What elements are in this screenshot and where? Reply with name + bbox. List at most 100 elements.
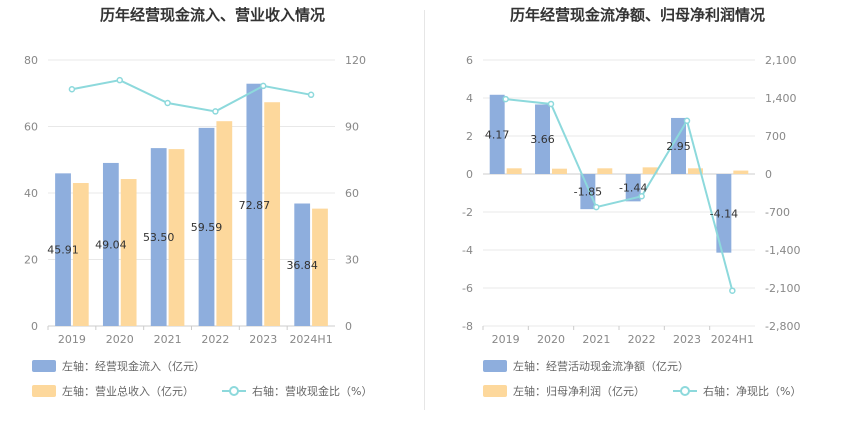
y-tick-label-right: 30 [345,254,359,267]
y-tick-label-left: 0 [31,320,38,333]
y-tick-label-left: -6 [462,282,473,295]
legend-item[interactable]: 左轴：归母净利润（亿元） [483,383,645,399]
line-point [502,95,509,103]
bar [552,168,567,174]
x-tick-label: 2022 [201,333,229,346]
bar [733,170,749,174]
legend-line-icon [673,385,697,397]
data-label: 45.91 [47,244,79,257]
bar [625,174,641,202]
line-point [260,82,267,90]
bar [264,102,281,326]
bar [535,104,550,174]
bar [312,208,328,326]
chart-title: 历年经营现金流入、营业收入情况 [99,6,325,24]
line-point [212,108,219,115]
line-point [164,99,171,107]
line-point [683,117,691,125]
chart-svg-left: 0 20 40 60 80 0 30 60 90 120 2019 2020 2021 2022 2023 2… [24,54,366,346]
line-point [547,100,555,108]
y-tick-label-right: -2,100 [765,282,800,295]
legend-label: 右轴：净现比（%） [703,385,802,398]
y-tick-label-left: -8 [462,320,473,333]
data-label: 2.95 [666,140,691,153]
bar [246,83,263,327]
panel-divider [424,10,425,410]
bar [294,203,311,326]
y-tick-label-left: 60 [24,121,38,134]
y-tick-label-left: -4 [462,244,473,257]
y-tick-label-left: 40 [24,187,38,200]
legend-item[interactable]: 左轴：营业总收入（亿元） [32,383,194,399]
bar [168,149,185,326]
y-tick-label-right: 90 [345,121,359,134]
y-tick-label-right: 60 [345,187,359,200]
x-tick-label: 2019 [492,333,520,346]
data-label: -1.85 [574,186,602,199]
data-label: 72.87 [239,199,271,212]
bar [716,174,732,253]
legend-swatch [32,360,56,372]
y-tick-label-left: 4 [466,92,473,105]
bar [72,183,89,326]
line-point [68,86,76,93]
legend-item[interactable]: 右轴：净现比（%） [673,383,801,399]
legend-label: 左轴：经营现金流入（亿元） [62,360,205,373]
y-tick-label-left: 80 [24,54,38,67]
y-tick-label-right: 0 [345,320,352,333]
legend-label: 右轴：营收现金比（%） [252,385,373,398]
y-tick-label-right: 2,100 [765,54,797,67]
x-tick-label: 2024H1 [711,333,754,346]
legend-item[interactable]: 右轴：营收现金比（%） [222,383,372,399]
y-tick-label-right: -700 [765,206,790,219]
bar [489,94,505,174]
y-tick-label-right: 0 [765,168,772,181]
x-tick-label: 2021 [154,333,182,346]
legend-item[interactable]: 左轴：经营现金流入（亿元） [32,358,205,374]
data-label: -4.14 [710,207,738,220]
data-label: 36.84 [286,259,318,272]
bar [642,167,658,174]
x-tick-label: 2023 [249,333,277,346]
bar [597,168,613,174]
y-tick-label-right: 1,400 [765,92,797,105]
x-tick-label: 2023 [673,333,701,346]
bar [150,148,167,326]
series-line [71,79,312,113]
data-label: 49.04 [95,238,127,251]
x-tick-label: 2020 [106,333,134,346]
x-tick-label: 2022 [628,333,656,346]
data-label: 4.17 [485,128,510,141]
bar [688,168,703,174]
line-point [729,287,736,294]
line-point [593,203,600,211]
y-tick-label-left: 6 [466,54,473,67]
data-label: 59.59 [191,221,223,234]
legend-item[interactable]: 左轴：经营活动现金流净额（亿元） [483,358,689,374]
bar [216,121,233,327]
bar [102,162,119,326]
x-tick-label: 2024H1 [289,333,332,346]
chart-panel-right: 历年经营现金流净额、归母净利润情况 -8 -6 -4 -2 0 2 4 6 -2,800 -2,1… [425,0,850,437]
legend-swatch [483,360,507,372]
line-point [638,193,645,200]
y-tick-label-right: -2,800 [765,320,800,333]
y-tick-label-right: -1,400 [765,244,800,257]
chart-svg-right: -8 -6 -4 -2 0 2 4 6 -2,800 -2,100 -1,400 -700 0 700 1,… [462,54,800,346]
x-tick-label: 2021 [582,333,610,346]
y-tick-label-left: 20 [24,254,38,267]
legend-label: 左轴：经营活动现金流净额（亿元） [513,360,689,373]
data-label: 53.50 [143,231,175,244]
bar [55,173,71,326]
legend-line-icon [222,385,246,397]
legend-swatch [32,385,56,397]
chart-panel-left: 历年经营现金流入、营业收入情况 0 20 40 60 80 0 30 60 90 120 2019 2… [24,6,372,399]
x-tick-label: 2019 [58,333,86,346]
y-tick-label-left: -2 [462,206,473,219]
y-tick-label-right: 120 [345,54,366,67]
bar [671,117,686,174]
data-label: 3.66 [530,133,555,146]
bar [198,127,215,326]
y-tick-label-left: 2 [466,130,473,143]
y-tick-label-left: 0 [466,168,473,181]
